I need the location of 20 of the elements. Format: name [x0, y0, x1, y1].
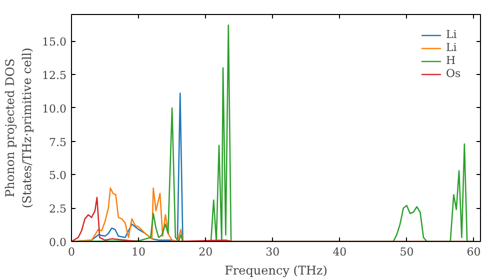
x-tick-label: 0 — [68, 246, 75, 258]
y-tick-label: 2.5 — [49, 202, 67, 216]
x-axis-title: Frequency (THz) — [224, 264, 328, 278]
y-tick-label: 15.0 — [42, 36, 67, 49]
x-tick-label: 50 — [400, 246, 414, 258]
x-tick-label: 40 — [332, 246, 347, 258]
x-tick-label: 20 — [198, 246, 213, 258]
x-tick-label: 60 — [466, 246, 481, 258]
y-tick-label: 12.5 — [42, 69, 67, 82]
legend-label: H — [446, 54, 457, 67]
x-tick-label: 30 — [266, 246, 280, 258]
y-tick-label: 5.0 — [49, 169, 67, 182]
y-tick-label: 0.0 — [49, 236, 67, 249]
legend-label: Li — [446, 28, 458, 41]
y-axis-title: Phonon projected DOS (States/THz·primitive cell) — [3, 48, 34, 208]
legend-label: Li — [446, 41, 458, 54]
y-tick-label: 7.5 — [49, 136, 67, 149]
y-tick-label: 10.0 — [42, 102, 67, 116]
x-tick-label: 10 — [132, 246, 146, 258]
legend-label: Os — [446, 67, 462, 80]
